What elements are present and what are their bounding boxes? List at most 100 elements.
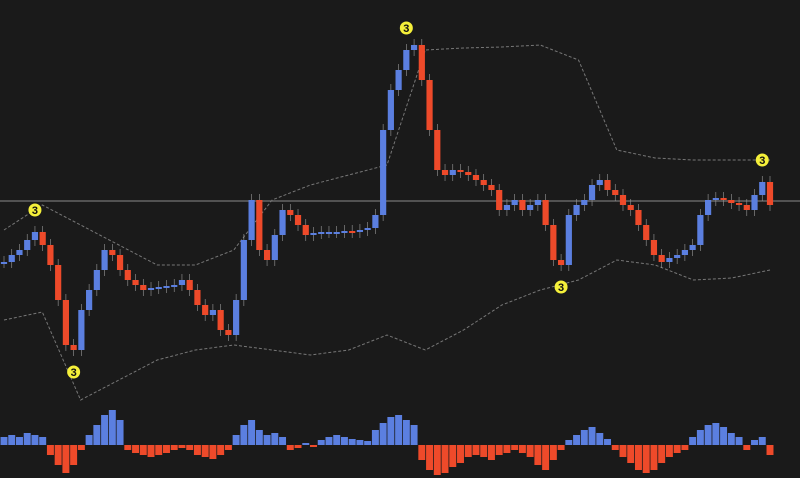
candle [434, 130, 441, 170]
histogram-bar [696, 430, 704, 445]
histogram-bar [147, 445, 155, 457]
histogram-bar [766, 445, 774, 455]
histogram-bar [62, 445, 70, 473]
candle [666, 258, 673, 262]
candle [643, 225, 650, 240]
histogram-bar [604, 439, 611, 445]
candle [751, 195, 758, 210]
candle [712, 198, 719, 200]
histogram-bar [611, 445, 619, 450]
histogram-bar [402, 420, 410, 445]
histogram-bar [46, 445, 54, 455]
histogram-bar [426, 445, 434, 470]
histogram-bar [364, 441, 372, 445]
histogram-bar [348, 439, 356, 445]
candle [302, 225, 309, 235]
candle [202, 305, 209, 315]
candle [720, 198, 727, 200]
candle [410, 45, 418, 50]
candle [395, 70, 402, 90]
histogram-bar [565, 440, 573, 445]
candle [635, 210, 642, 225]
histogram-bar [217, 445, 225, 455]
candle [55, 265, 62, 300]
candle [279, 210, 286, 235]
candle [650, 240, 658, 255]
histogram-bar [85, 435, 93, 445]
candle [472, 175, 480, 180]
histogram-bar [286, 445, 294, 450]
candle [488, 185, 495, 190]
marker [67, 365, 81, 379]
candle [557, 260, 565, 265]
histogram-bar [449, 445, 457, 467]
band-upper [3, 44, 770, 266]
histogram-bar [263, 435, 271, 445]
candle [503, 205, 511, 210]
candle [325, 232, 333, 234]
candle [62, 300, 69, 345]
histogram-bar [758, 437, 766, 445]
candle [565, 215, 572, 265]
histogram-bar [650, 445, 658, 470]
candle [287, 210, 294, 215]
candle [116, 255, 124, 270]
histogram-bar [433, 445, 441, 475]
candle [78, 310, 85, 350]
histogram-bar [627, 445, 635, 463]
histogram-bar [410, 425, 418, 445]
candle [349, 231, 356, 233]
marker [28, 203, 42, 217]
candle [426, 80, 433, 130]
candle [263, 250, 271, 260]
candle [271, 235, 278, 260]
candle [697, 215, 704, 245]
candle [16, 250, 23, 255]
histogram-bar [232, 435, 240, 445]
histogram-bar [325, 437, 333, 445]
histogram-bar [518, 445, 526, 453]
candle [356, 230, 364, 232]
histogram-bar [163, 445, 170, 453]
histogram-bar [704, 425, 712, 445]
candle [310, 233, 317, 235]
candle [728, 200, 735, 203]
candle [163, 286, 170, 288]
candle [766, 182, 774, 205]
candle [147, 288, 155, 290]
candle [612, 190, 619, 195]
candle [140, 285, 147, 290]
histogram-bar [457, 445, 464, 463]
candle [465, 172, 472, 175]
histogram-bar [580, 430, 588, 445]
candle [534, 200, 541, 205]
histogram-bar [549, 445, 557, 460]
histogram-bar [735, 437, 743, 445]
histogram-bar [387, 417, 395, 445]
candle [519, 200, 526, 210]
histogram-bar [224, 445, 232, 450]
marker-label: 3 [403, 23, 409, 35]
candle [674, 255, 681, 258]
candle [619, 195, 627, 205]
histogram-bar [333, 435, 341, 445]
marker [755, 153, 769, 167]
histogram-bar [39, 437, 47, 445]
candle [380, 130, 387, 215]
candle [86, 290, 93, 310]
histogram-bar [124, 445, 132, 450]
histogram-bar [596, 433, 604, 445]
histogram-bar [526, 445, 534, 457]
histogram-bar [487, 445, 495, 460]
histogram-bar [743, 445, 751, 450]
histogram-bar [23, 433, 31, 445]
histogram-bar [108, 410, 116, 445]
candle [209, 310, 217, 315]
histogram-bar [727, 433, 735, 445]
marker [554, 280, 568, 294]
candle [735, 203, 743, 205]
histogram-bar [534, 445, 542, 465]
candle [480, 180, 487, 185]
